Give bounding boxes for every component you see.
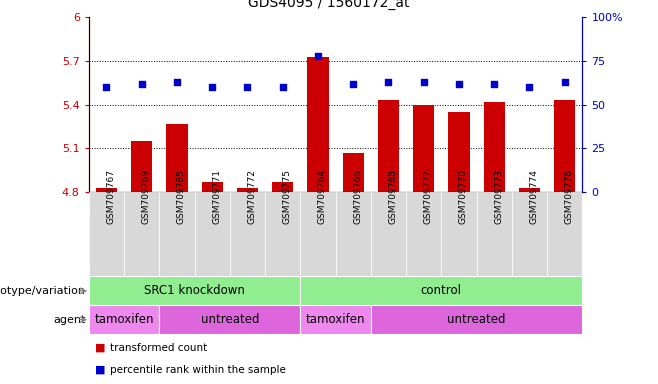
Bar (131, 141, 152, 192)
Point (418, 79, 429, 85)
Bar (195, 192, 230, 276)
Point (524, 84, 535, 90)
Text: GSM709771: GSM709771 (212, 169, 221, 224)
Bar (201, 182, 223, 192)
Bar (343, 153, 364, 192)
Text: ■: ■ (95, 365, 106, 375)
Text: tamoxifen: tamoxifen (94, 313, 154, 326)
Point (242, 84, 253, 90)
Bar (237, 188, 258, 192)
Point (454, 81, 465, 87)
Point (101, 84, 112, 90)
Bar (300, 192, 336, 276)
Text: GSM709773: GSM709773 (494, 169, 503, 224)
Text: GSM709775: GSM709775 (283, 169, 291, 224)
Bar (554, 100, 575, 192)
Point (383, 79, 393, 85)
Text: GSM709767: GSM709767 (107, 169, 115, 224)
Point (136, 81, 147, 87)
Bar (300, 276, 582, 305)
Bar (413, 104, 434, 192)
Bar (230, 192, 265, 276)
Text: control: control (421, 285, 462, 297)
Bar (300, 305, 371, 334)
Bar (272, 182, 293, 192)
Text: GSM709765: GSM709765 (177, 169, 186, 224)
Text: GSM709772: GSM709772 (247, 169, 257, 223)
Bar (442, 192, 476, 276)
Text: agent: agent (53, 314, 86, 325)
Bar (159, 305, 300, 334)
Point (348, 81, 359, 87)
Point (278, 84, 288, 90)
Text: percentile rank within the sample: percentile rank within the sample (110, 365, 286, 375)
Text: ■: ■ (95, 343, 106, 353)
Bar (371, 305, 582, 334)
Text: untreated: untreated (447, 313, 506, 326)
Bar (96, 188, 117, 192)
Text: untreated: untreated (201, 313, 259, 326)
Bar (406, 192, 442, 276)
Bar (371, 192, 406, 276)
Bar (484, 102, 505, 192)
Bar (519, 188, 540, 192)
Text: GSM709764: GSM709764 (318, 169, 327, 223)
Text: transformed count: transformed count (110, 343, 207, 353)
Text: GSM709768: GSM709768 (388, 169, 397, 224)
Bar (166, 124, 188, 192)
Point (489, 81, 499, 87)
Bar (159, 192, 195, 276)
Point (559, 79, 570, 85)
Bar (265, 192, 300, 276)
Text: GDS4095 / 1560172_at: GDS4095 / 1560172_at (248, 0, 410, 10)
Text: SRC1 knockdown: SRC1 knockdown (144, 285, 245, 297)
Point (207, 84, 217, 90)
Text: GSM709776: GSM709776 (565, 169, 574, 224)
Bar (512, 192, 547, 276)
Text: GSM709770: GSM709770 (459, 169, 468, 224)
Bar (89, 192, 124, 276)
Bar (448, 112, 470, 192)
Text: GSM709769: GSM709769 (141, 169, 151, 224)
Bar (89, 305, 159, 334)
Point (172, 79, 182, 85)
Text: GSM709777: GSM709777 (424, 169, 433, 224)
Bar (307, 56, 328, 192)
Text: GSM709766: GSM709766 (353, 169, 362, 224)
Bar (89, 276, 300, 305)
Bar (378, 100, 399, 192)
Bar (476, 192, 512, 276)
Text: tamoxifen: tamoxifen (306, 313, 365, 326)
Bar (336, 192, 371, 276)
Bar (124, 192, 159, 276)
Point (313, 53, 323, 59)
Text: genotype/variation: genotype/variation (0, 286, 86, 296)
Text: GSM709774: GSM709774 (530, 169, 538, 223)
Bar (547, 192, 582, 276)
